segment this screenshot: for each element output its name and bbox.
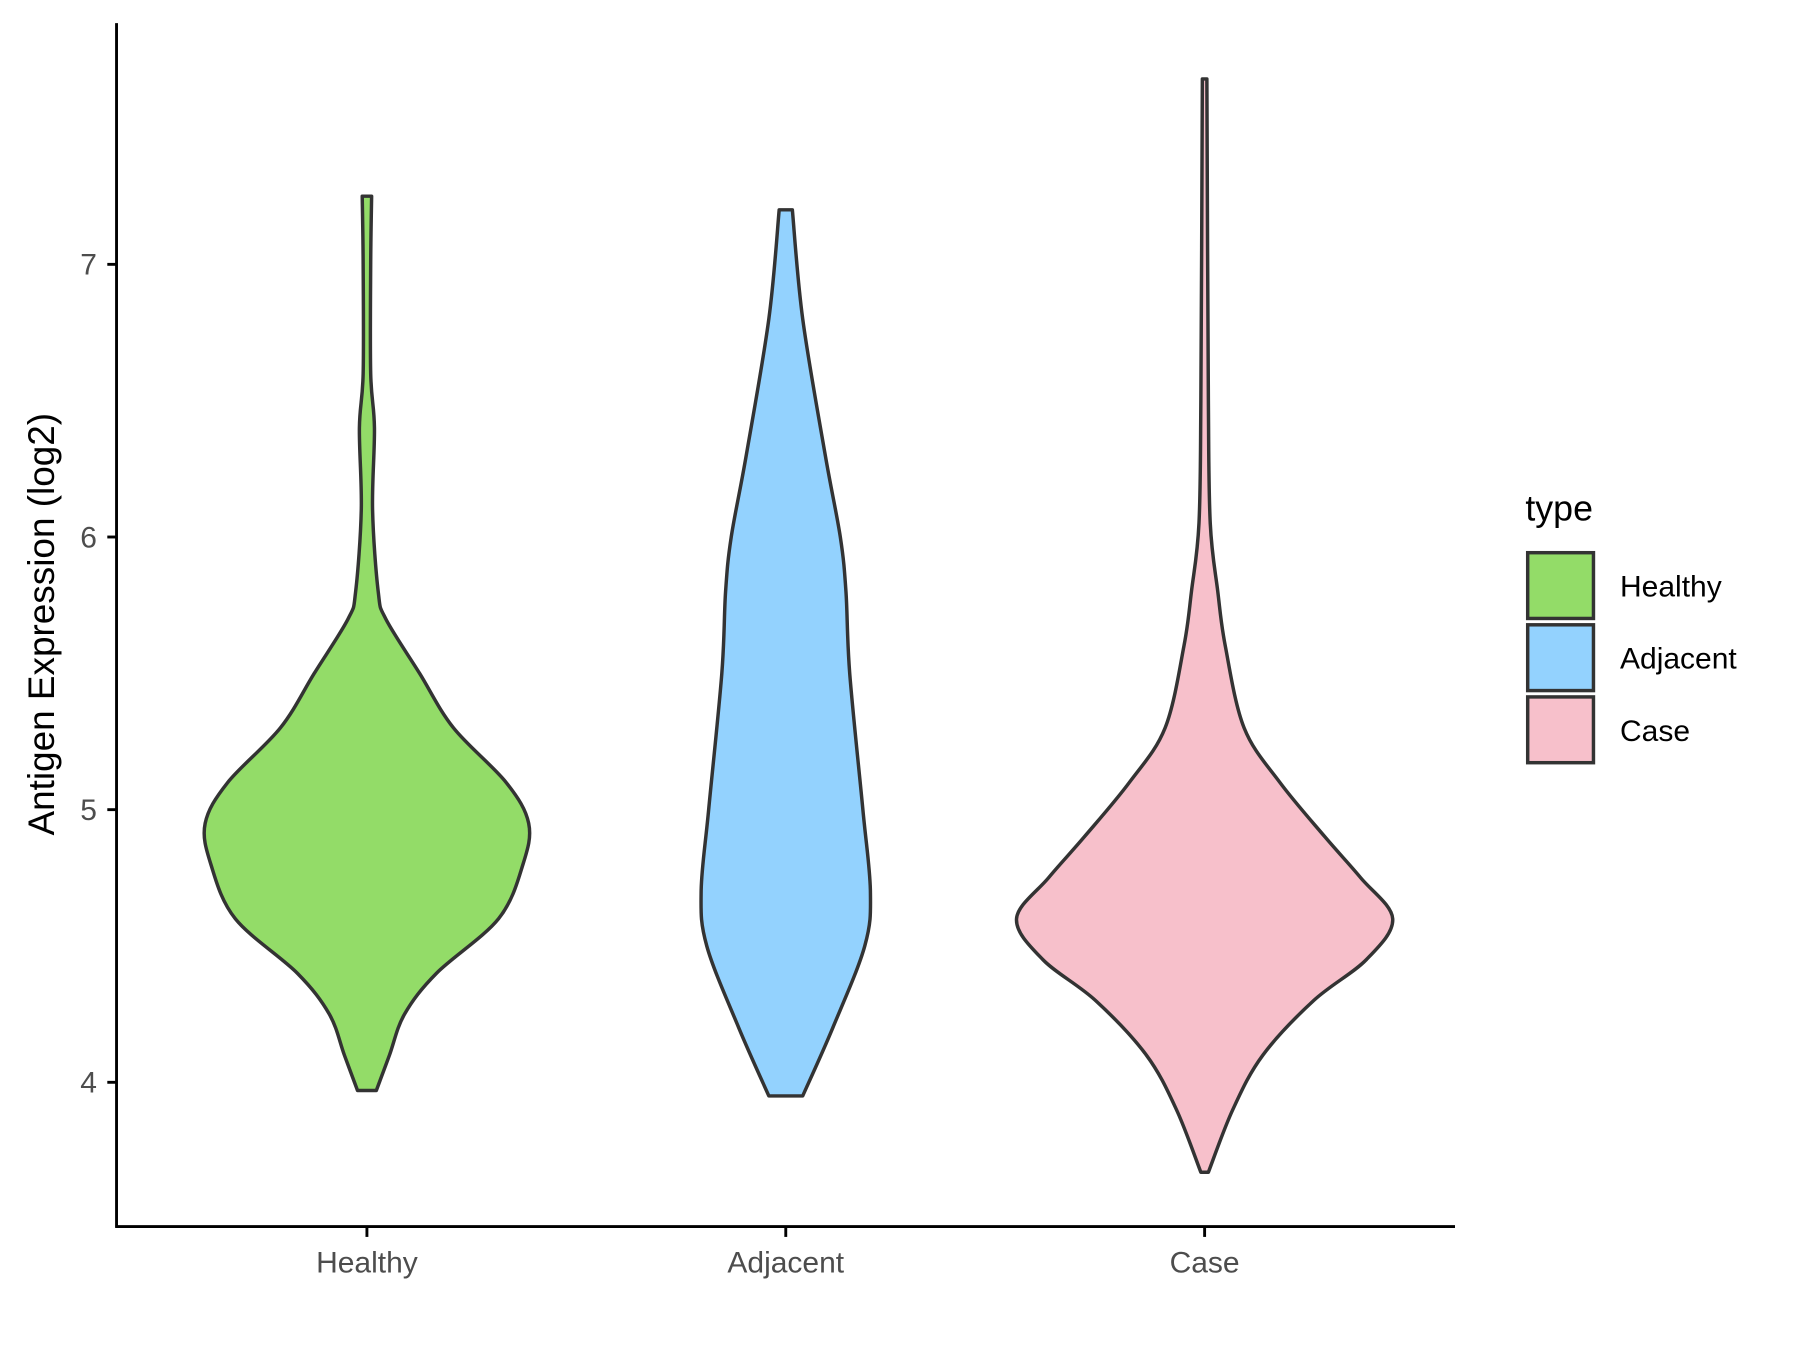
y-tick-label: 4 [80, 1067, 97, 1100]
violin-adjacent [699, 208, 873, 1098]
y-axis-label: Antigen Expression (log2) [21, 413, 62, 836]
y-tick-label: 7 [80, 249, 97, 282]
y-ticks: 4 5 6 7 [80, 249, 117, 1100]
x-tick-label: Case [1170, 1247, 1240, 1280]
legend-label: Healthy [1620, 571, 1722, 604]
violin-case [1014, 77, 1395, 1175]
x-tick-label: Healthy [316, 1247, 418, 1280]
violin-healthy [202, 194, 532, 1093]
legend-key-healthy [1525, 550, 1596, 621]
violins [202, 77, 1395, 1175]
legend-title: type [1525, 488, 1593, 528]
x-tick-label: Adjacent [727, 1247, 844, 1280]
y-tick-label: 5 [80, 794, 97, 827]
legend: type Healthy Adjacent Case [1525, 488, 1737, 765]
legend-label: Adjacent [1620, 643, 1737, 676]
x-ticks: Healthy Adjacent Case [316, 1226, 1240, 1280]
legend-key-case [1525, 695, 1596, 765]
y-tick-label: 6 [80, 521, 97, 554]
legend-label: Case [1620, 715, 1690, 748]
legend-key-adjacent [1525, 623, 1596, 693]
